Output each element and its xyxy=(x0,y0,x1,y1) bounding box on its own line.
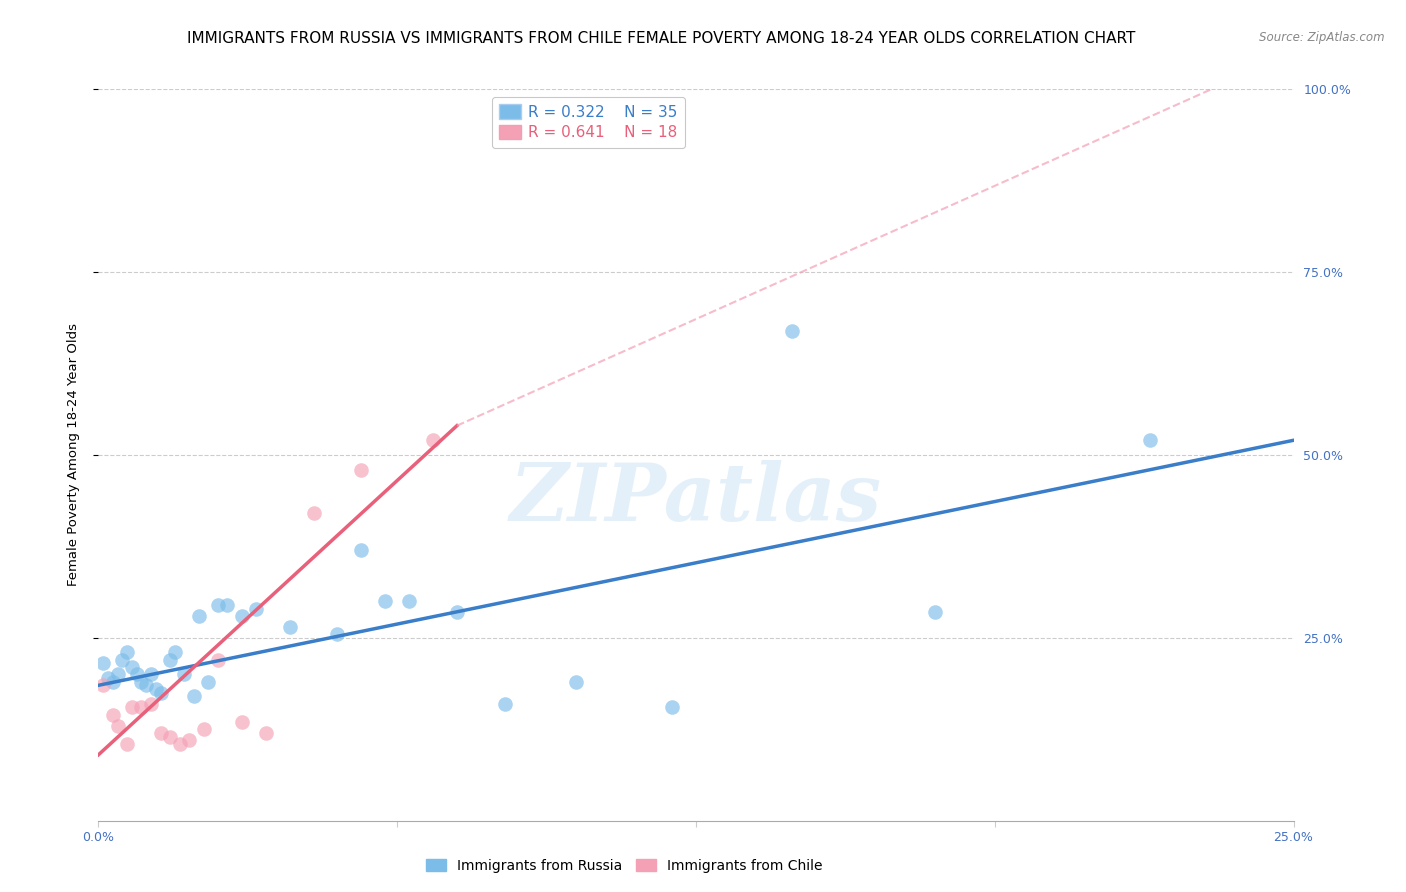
Point xyxy=(661,700,683,714)
Point xyxy=(193,723,215,737)
Point xyxy=(494,697,516,711)
Point xyxy=(302,507,325,521)
Point xyxy=(374,594,396,608)
Point xyxy=(101,707,124,722)
Point xyxy=(278,620,301,634)
Point xyxy=(131,700,153,714)
Point xyxy=(101,674,124,689)
Point xyxy=(139,667,162,681)
Point xyxy=(97,671,120,685)
Point xyxy=(187,608,209,623)
Legend: Immigrants from Russia, Immigrants from Chile: Immigrants from Russia, Immigrants from … xyxy=(419,852,830,880)
Point xyxy=(207,598,229,612)
Point xyxy=(125,667,148,681)
Point xyxy=(217,598,239,612)
Y-axis label: Female Poverty Among 18-24 Year Olds: Female Poverty Among 18-24 Year Olds xyxy=(67,324,80,586)
Point xyxy=(565,674,588,689)
Point xyxy=(231,608,253,623)
Point xyxy=(245,601,267,615)
Point xyxy=(924,605,946,619)
Point xyxy=(398,594,420,608)
Point xyxy=(115,645,138,659)
Point xyxy=(173,667,195,681)
Point xyxy=(422,434,444,448)
Point xyxy=(121,700,143,714)
Point xyxy=(159,653,181,667)
Point xyxy=(1139,434,1161,448)
Point xyxy=(350,543,373,558)
Point xyxy=(179,733,201,747)
Point xyxy=(107,718,129,732)
Point xyxy=(135,678,157,692)
Point xyxy=(231,714,253,729)
Point xyxy=(350,462,373,476)
Point xyxy=(139,697,162,711)
Point xyxy=(121,660,143,674)
Point xyxy=(163,645,186,659)
Point xyxy=(149,686,172,700)
Text: ZIPatlas: ZIPatlas xyxy=(510,460,882,538)
Point xyxy=(91,657,114,671)
Point xyxy=(149,726,172,740)
Text: IMMIGRANTS FROM RUSSIA VS IMMIGRANTS FROM CHILE FEMALE POVERTY AMONG 18-24 YEAR : IMMIGRANTS FROM RUSSIA VS IMMIGRANTS FRO… xyxy=(187,31,1135,46)
Point xyxy=(111,653,134,667)
Point xyxy=(197,674,219,689)
Point xyxy=(446,605,468,619)
Text: Source: ZipAtlas.com: Source: ZipAtlas.com xyxy=(1260,31,1385,45)
Point xyxy=(145,681,167,696)
Point xyxy=(207,653,229,667)
Point xyxy=(159,730,181,744)
Point xyxy=(183,690,205,704)
Point xyxy=(780,324,803,338)
Point xyxy=(169,737,191,751)
Point xyxy=(107,667,129,681)
Point xyxy=(115,737,138,751)
Point xyxy=(91,678,114,692)
Point xyxy=(326,627,349,641)
Point xyxy=(254,726,277,740)
Point xyxy=(131,674,153,689)
